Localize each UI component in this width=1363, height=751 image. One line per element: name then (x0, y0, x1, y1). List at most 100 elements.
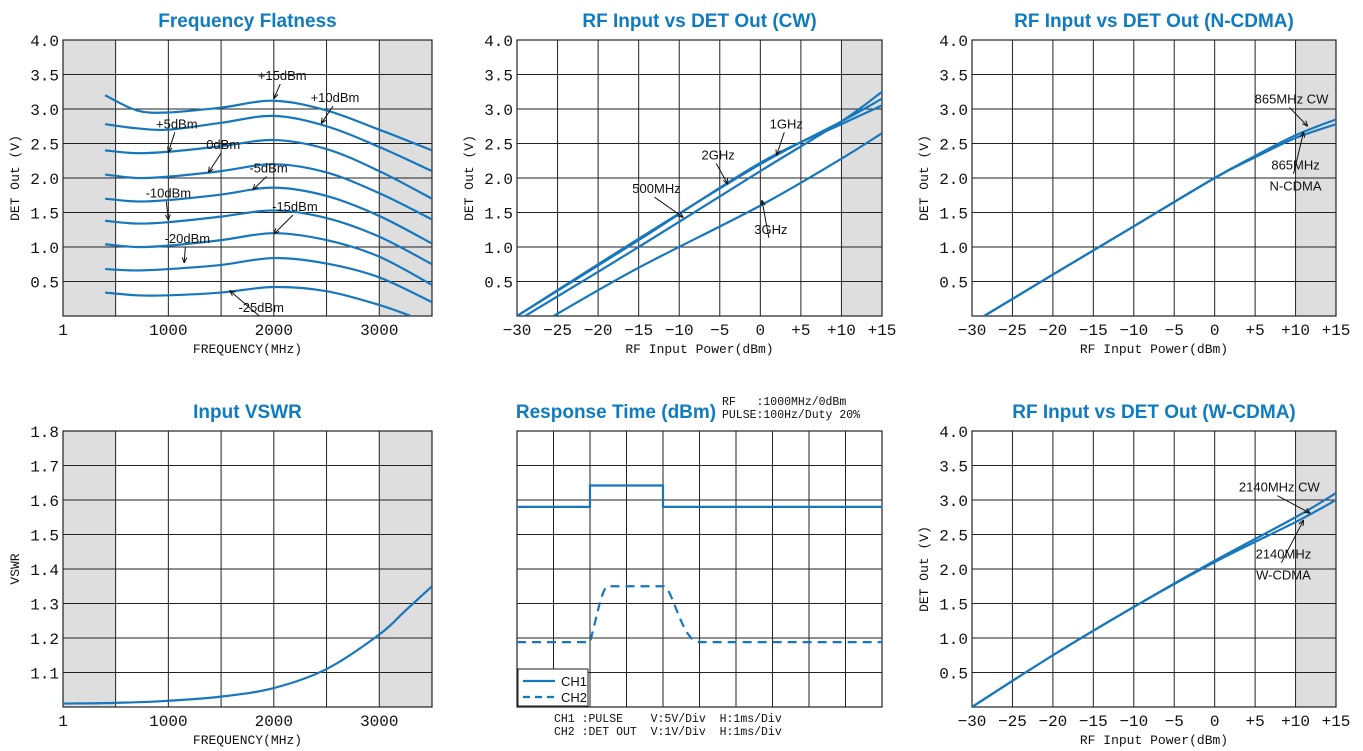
x-tick-label: 2000 (255, 713, 293, 731)
annotation-label: -25dBm (238, 300, 284, 315)
x-tick-label: 2000 (255, 322, 293, 340)
x-tick-label: −15 (1079, 322, 1108, 340)
series-line-vswr (63, 585, 432, 705)
annotation-label: -20dBm (165, 231, 211, 246)
x-tick-label: −5 (710, 322, 729, 340)
y-tick-label: 1.7 (30, 459, 59, 477)
y-tick-label: 1.5 (30, 206, 59, 224)
y-tick-label: 4.0 (484, 33, 513, 51)
annotation-leader (654, 196, 684, 218)
y-tick-label: 2.5 (939, 528, 968, 546)
chart-response: Response Time (dBm) RF :1000MHz/0dBmPULSE… (516, 396, 883, 739)
x-tick-label: −30 (958, 322, 987, 340)
y-tick-label: 1.1 (30, 666, 59, 684)
y-tick-label: 0.5 (939, 275, 968, 293)
annotation-leader (208, 152, 222, 173)
annotation-leader (320, 105, 334, 124)
annotation-label: +10dBm (311, 90, 360, 105)
x-tick-label: −15 (1079, 713, 1108, 731)
x-tick-label: −10 (665, 322, 694, 340)
annotation-leader (273, 83, 281, 99)
annotation-leader (1277, 495, 1311, 514)
series-line-ch1 (517, 484, 882, 508)
y-tick-label: 4.0 (939, 424, 968, 442)
x-axis-label: FREQUENCY(MHz) (193, 342, 302, 357)
y-axis-label: DET Out (V) (462, 135, 477, 221)
x-tick-label: +15 (868, 322, 897, 340)
series-line--5dbm (104, 138, 432, 200)
series-line-2ghz (524, 90, 882, 316)
annotation-arrowhead (677, 211, 684, 218)
annotation-label: 1GHz (770, 116, 803, 131)
y-tick-label: 2.0 (939, 562, 968, 580)
annotation-leader (167, 132, 176, 153)
annotation-leader (1280, 519, 1305, 563)
annotation-arrowhead (760, 199, 766, 207)
x-tick-label: −10 (1119, 322, 1148, 340)
annotation-leader (252, 176, 267, 191)
annotation-arrowhead (1304, 508, 1311, 514)
x-tick-label: 1 (58, 713, 68, 731)
x-tick-label: +5 (1246, 713, 1265, 731)
x-tick-label: 1000 (149, 322, 187, 340)
chart-title: RF Input vs DET Out (N-CDMA) (1014, 11, 1294, 32)
x-tick-label: −25 (998, 322, 1027, 340)
y-tick-label: 1.0 (939, 631, 968, 649)
chart-flatness: Frequency Flatness 1 1000 2000 3000 0.5 1.0 1.5… (8, 11, 433, 357)
annotation-arrowhead (1298, 519, 1305, 527)
series-line-3ghz (552, 132, 882, 316)
annotation-label: 865MHz CW (1255, 91, 1329, 106)
annotation-arrowhead (1302, 120, 1309, 127)
y-tick-label: 2.5 (30, 137, 59, 155)
series-line--10dbm (104, 114, 432, 173)
annotation-arrowhead (722, 178, 729, 185)
annotation-label: N-CDMA (1270, 178, 1322, 193)
annotation-label: W-CDMA (1256, 567, 1311, 582)
series-line-2140mhz-w-cdma (972, 499, 1336, 707)
y-tick-label: 1.0 (484, 240, 513, 258)
y-tick-label: 1.5 (484, 206, 513, 224)
y-tick-label: 2.0 (939, 171, 968, 189)
series-line--25dbm (104, 285, 412, 316)
annotation-label: +5dBm (156, 116, 198, 131)
plot-frame (971, 39, 1337, 317)
y-tick-label: 4.0 (939, 33, 968, 51)
x-axis-label: FREQUENCY(MHz) (193, 733, 302, 748)
chart-title: Frequency Flatness (158, 11, 336, 32)
series-line-0dbm (104, 163, 432, 221)
x-tick-label: −5 (1165, 322, 1184, 340)
x-axis-label: RF Input Power(dBm) (1080, 733, 1228, 748)
y-tick-label: 1.5 (939, 597, 968, 615)
annotation-leader (165, 201, 169, 221)
chart-title: Input VSWR (193, 402, 302, 423)
x-tick-label: +10 (1281, 322, 1310, 340)
condition-text: RF :1000MHz/0dBm (722, 396, 846, 409)
annotation-leader (229, 290, 260, 317)
plot-frame (516, 39, 883, 317)
x-tick-label: −25 (998, 713, 1027, 731)
x-tick-label: 3000 (360, 322, 398, 340)
y-tick-label: 3.5 (939, 459, 968, 477)
y-axis-label: DET Out (V) (917, 526, 932, 612)
annotation-arrowhead (273, 92, 279, 100)
annotation-label: -5dBm (249, 160, 287, 175)
y-tick-label: 3.5 (484, 68, 513, 86)
x-tick-label: −5 (1165, 713, 1184, 731)
plot-frame (62, 430, 433, 708)
annotation-arrowhead (320, 117, 327, 124)
y-tick-label: 3.0 (484, 102, 513, 120)
annotation-label: 2140MHz (1256, 547, 1312, 562)
plot-frame (971, 430, 1337, 708)
annotation-label: -10dBm (146, 185, 192, 200)
series-line--5dbm (104, 186, 432, 245)
y-axis-label: DET Out (V) (917, 135, 932, 221)
annotation-label: 0dBm (206, 137, 240, 152)
y-tick-label: 3.0 (939, 102, 968, 120)
annotation-label: 3GHz (754, 222, 787, 237)
annotation-leader (1289, 107, 1309, 127)
x-tick-label: −30 (503, 322, 532, 340)
channel-note: CH1 :PULSE V:5V/Div H:1ms/Div (554, 713, 782, 726)
chart-vswr: Input VSWR 1 1000 2000 3000 1.1 1.2 1.3 1.4 1.5 1.… (8, 402, 433, 748)
legend-label: CH1 (561, 674, 587, 689)
x-tick-label: −20 (584, 322, 613, 340)
